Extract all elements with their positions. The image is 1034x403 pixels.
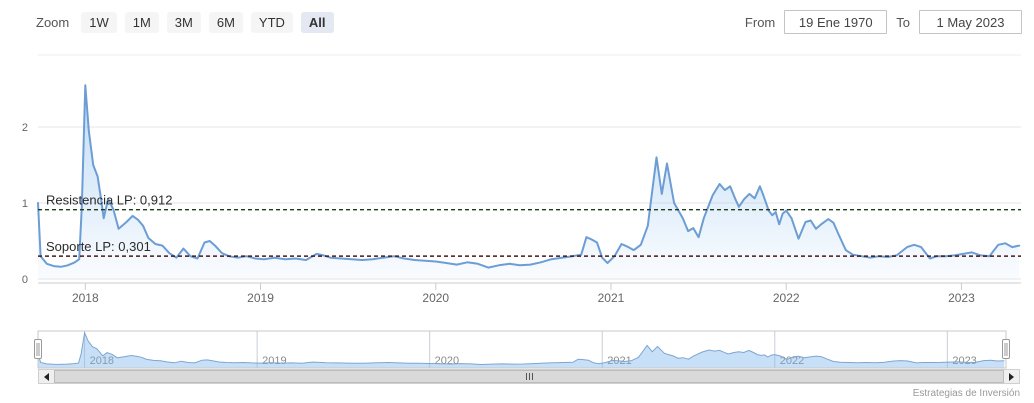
navigator-area-fill (38, 332, 1005, 368)
resistance-label: Resistencia LP: 0,912 (46, 193, 172, 208)
zoom-button-all[interactable]: All (300, 11, 334, 33)
to-date-input[interactable] (919, 10, 1022, 34)
zoom-label: Zoom (36, 14, 70, 30)
x-axis-label: 2021 (598, 291, 625, 305)
price-area-chart[interactable]: 0 1 2 2018 2019 2020 2021 2022 2023 Resistencia L… (0, 46, 1034, 308)
x-axis-label: 2020 (422, 291, 449, 305)
scrollbar-grip-icon (525, 373, 533, 380)
y-axis-label: 1 (22, 198, 28, 210)
chart-toolbar: Zoom 1W 1M 3M 6M YTD All From To (36, 9, 1022, 35)
navigator-area-line (37, 331, 1005, 366)
zoom-button-1w[interactable]: 1W (81, 11, 117, 33)
left-arrow-icon (44, 372, 49, 381)
zoom-button-6m[interactable]: 6M (208, 11, 243, 33)
navigator-year-label: 2019 (262, 355, 286, 367)
date-range-controls: From To (745, 10, 1022, 34)
area-series-fill (38, 85, 1020, 279)
area-series-line (37, 84, 1021, 269)
from-label: From (744, 14, 776, 30)
x-axis-label: 2022 (773, 291, 800, 305)
navigator-year-label: 2018 (90, 355, 114, 367)
zoom-button-3m[interactable]: 3M (166, 11, 201, 33)
navigator-right-handle[interactable] (1002, 339, 1010, 359)
scrollbar-thumb[interactable] (54, 370, 1004, 383)
x-axis-label: 2018 (72, 291, 99, 305)
navigator-year-label: 2022 (780, 355, 804, 367)
zoom-button-group: 1W 1M 3M 6M YTD All (81, 11, 334, 33)
scrollbar-left-arrow[interactable] (39, 370, 54, 383)
to-label: To (896, 14, 910, 30)
chart-scrollbar[interactable] (38, 369, 1020, 384)
y-axis-label: 2 (22, 122, 28, 134)
zoom-button-ytd[interactable]: YTD (250, 11, 293, 33)
zoom-button-1m[interactable]: 1M (124, 11, 159, 33)
x-axis-label: 2023 (948, 291, 975, 305)
navigator-left-handle[interactable] (34, 339, 42, 359)
from-date-input[interactable] (784, 10, 888, 34)
right-arrow-icon (1009, 372, 1014, 381)
support-label: Soporte LP: 0,301 (46, 239, 151, 254)
credit-text: Estrategias de Inversión (912, 388, 1020, 399)
y-axis-label: 0 (22, 274, 28, 286)
navigator-year-label: 2023 (952, 355, 976, 367)
x-axis-label: 2019 (247, 291, 274, 305)
scrollbar-right-arrow[interactable] (1004, 370, 1019, 383)
